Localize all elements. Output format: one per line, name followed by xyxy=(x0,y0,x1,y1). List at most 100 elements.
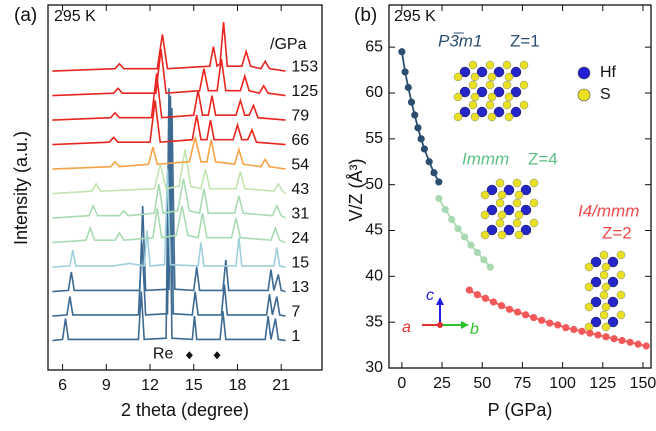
unit-label: /GPa xyxy=(270,36,307,53)
axis-letter: c xyxy=(426,287,434,304)
y-axis-title: Intensity (a.u.) xyxy=(11,131,31,245)
legend-marker xyxy=(578,89,590,101)
figure: (a) 295 K /GPa Intensity (a.u.) 2 theta … xyxy=(0,0,656,431)
y-tick-label: 45 xyxy=(365,222,383,239)
data-point xyxy=(426,158,433,165)
reference-marker xyxy=(186,351,193,359)
temperature: 295 K xyxy=(54,8,96,25)
annotation: Z=1 xyxy=(510,31,540,50)
series-label: 54 xyxy=(291,156,309,173)
x-axis-title: P (GPa) xyxy=(488,400,553,420)
structure-atom xyxy=(520,61,528,69)
data-point xyxy=(643,342,650,349)
structure-atom xyxy=(530,179,538,187)
structure-atom xyxy=(454,93,462,101)
data-point xyxy=(522,311,529,318)
data-point xyxy=(408,99,415,106)
structure-atom xyxy=(486,61,494,69)
structure-atom xyxy=(602,283,610,291)
data-point xyxy=(618,337,625,344)
y-axis-title: V/Z (Å³) xyxy=(346,159,366,222)
structure-atom xyxy=(469,61,477,69)
legend-label: Hf xyxy=(600,64,617,81)
y-tick-label: 65 xyxy=(365,38,383,55)
reference-label: Re xyxy=(153,345,174,362)
structure-atom xyxy=(488,113,496,121)
structure-atom xyxy=(600,311,608,319)
temperature: 295 K xyxy=(394,8,436,25)
structure-atom xyxy=(515,191,523,199)
structure-atom xyxy=(503,81,511,89)
data-point xyxy=(414,124,421,131)
structure-atom xyxy=(530,199,538,207)
structure-atom xyxy=(496,179,504,187)
annotation: Immm xyxy=(462,149,509,168)
structure-atom xyxy=(488,93,496,101)
series-label: 66 xyxy=(291,132,309,149)
series-label: 13 xyxy=(291,279,309,296)
structure-atom xyxy=(617,291,625,299)
y-tick-label: 35 xyxy=(365,313,383,330)
series-label: 31 xyxy=(291,205,309,222)
structure-atom xyxy=(496,219,504,227)
structure-atom xyxy=(602,323,610,331)
data-point xyxy=(498,302,505,309)
data-point xyxy=(466,286,473,293)
structure-atom xyxy=(515,231,523,239)
data-point xyxy=(514,308,521,315)
structure-atom xyxy=(481,211,489,219)
series-label: 15 xyxy=(291,254,309,271)
structure-atom xyxy=(498,211,506,219)
data-point xyxy=(482,295,489,302)
data-point xyxy=(435,178,442,185)
structure-atom xyxy=(585,303,593,311)
annotation: P3̅m1 xyxy=(438,31,482,50)
data-point xyxy=(538,317,545,324)
data-point xyxy=(411,111,418,118)
x-tick-label: 150 xyxy=(630,375,656,392)
x-tick-label: 12 xyxy=(141,377,159,394)
structure-atom xyxy=(585,263,593,271)
x-tick-label: 9 xyxy=(102,377,111,394)
legend-label: S xyxy=(600,86,611,103)
structure-atom xyxy=(503,61,511,69)
structure-atom xyxy=(515,211,523,219)
structure-atom xyxy=(617,311,625,319)
data-point xyxy=(490,298,497,305)
data-point xyxy=(474,291,481,298)
annotation: I4/mmm xyxy=(578,201,639,220)
data-point xyxy=(467,242,474,249)
data-point xyxy=(562,324,569,331)
series-label: 125 xyxy=(291,83,318,100)
series-label: 7 xyxy=(291,303,300,320)
data-point xyxy=(530,314,537,321)
y-tick-label: 50 xyxy=(365,176,383,193)
x-tick-label: 18 xyxy=(229,377,247,394)
data-point xyxy=(405,84,412,91)
structure-atom xyxy=(505,113,513,121)
structure-atom xyxy=(513,179,521,187)
structure-atom xyxy=(486,81,494,89)
structure-atom xyxy=(481,231,489,239)
data-point xyxy=(430,169,437,176)
spectrum xyxy=(52,22,285,71)
data-point xyxy=(586,330,593,337)
panel-label: (a) xyxy=(14,5,37,26)
structure-atom xyxy=(600,291,608,299)
data-point xyxy=(418,135,425,142)
structure-atom xyxy=(505,73,513,81)
x-tick-label: 0 xyxy=(397,375,406,392)
data-point xyxy=(546,319,553,326)
data-point xyxy=(474,249,481,256)
structure-atom xyxy=(498,191,506,199)
structure-atom xyxy=(520,101,528,109)
x-tick-label: 25 xyxy=(433,375,451,392)
structure-atom xyxy=(513,219,521,227)
y-tick-label: 40 xyxy=(365,268,383,285)
structure-atom xyxy=(513,199,521,207)
axis-letter: a xyxy=(402,319,411,336)
structure-atom xyxy=(454,113,462,121)
x-tick-label: 75 xyxy=(514,375,532,392)
series-label: 1 xyxy=(291,328,300,345)
structure-atom xyxy=(488,73,496,81)
